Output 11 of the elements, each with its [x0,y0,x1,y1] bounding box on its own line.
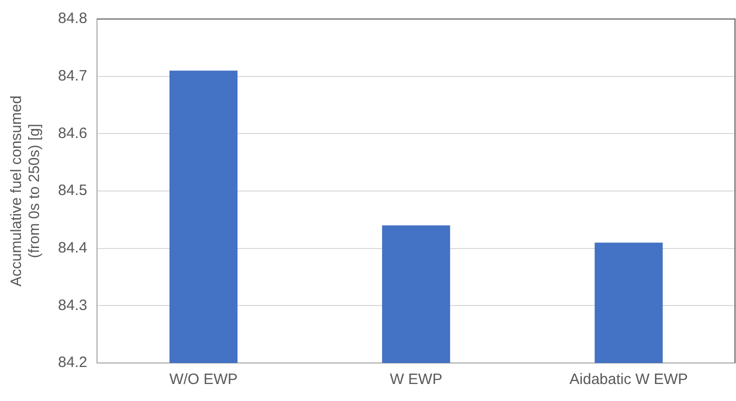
y-axis-title: Accumulative fuel consumed (from 0s to 250s) [g] [8,96,44,286]
x-tick-label: Aidabatic W EWP [570,371,688,388]
y-tick-label: 84.5 [58,182,88,200]
y-tick-label: 84.6 [58,124,88,142]
y-tick-label: 84.7 [58,67,88,84]
y-tick-label: 84.3 [58,296,88,314]
y-tick-label: 84.2 [58,354,88,372]
y-tick-label: 84.8 [58,10,88,28]
y-tick-label: 84.4 [58,239,88,256]
x-tick-label: W/O EWP [169,371,238,388]
x-tick-label: W EWP [390,371,442,388]
